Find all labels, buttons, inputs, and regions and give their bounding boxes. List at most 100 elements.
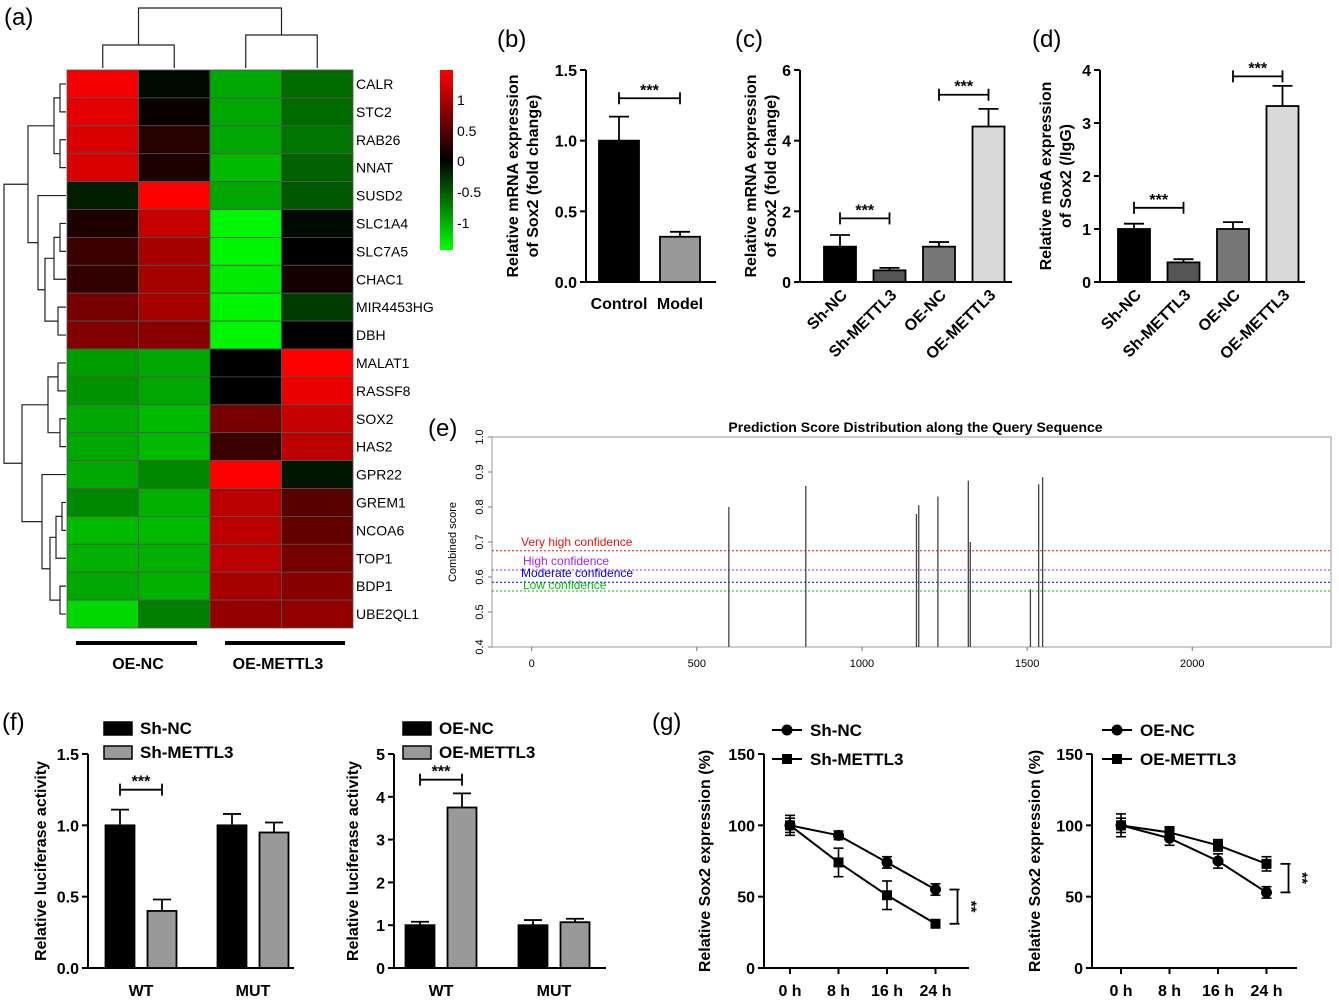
y-axis-label: Relative luciferase activity <box>33 761 50 961</box>
series-line <box>1120 824 1267 865</box>
x-tick-label: 1000 <box>850 658 874 670</box>
heatmap-cell <box>138 599 211 629</box>
significance-label: *** <box>432 764 451 781</box>
legend-marker-square <box>782 754 792 764</box>
panel-label-f: (f) <box>2 709 25 736</box>
bar <box>1117 228 1151 283</box>
y-tick-label: 5 <box>376 747 385 764</box>
x-tick-label: 8 h <box>827 983 850 1000</box>
heatmap-cell <box>209 543 282 573</box>
threshold-label: Very high confidence <box>521 535 633 549</box>
y-tick-label: 150 <box>728 747 755 764</box>
bar <box>258 831 290 969</box>
legend-swatch <box>103 745 133 760</box>
bar <box>517 924 549 969</box>
legend-marker-circle <box>1111 724 1123 736</box>
panel-label-d: (d) <box>1032 26 1061 53</box>
legend-marker-square <box>1112 754 1122 764</box>
y-tick-label: 100 <box>1056 818 1083 835</box>
y-tick-label: 1.0 <box>555 134 577 151</box>
y-axis-label: Combined score <box>447 502 459 582</box>
x-tick-label: Sh-NC <box>804 286 851 333</box>
heatmap-cell <box>281 376 354 406</box>
heatmap-cell <box>66 320 139 350</box>
data-point-square <box>833 857 844 868</box>
significance-label: ** <box>1294 872 1311 884</box>
y-tick-label: 3 <box>1082 116 1091 133</box>
heatmap-cell <box>281 264 354 294</box>
bar <box>104 824 136 969</box>
heatmap-cell <box>281 348 354 378</box>
x-tick-label: Sh-NC <box>1098 286 1145 333</box>
data-point-square <box>785 820 795 831</box>
heatmap-cell <box>138 209 211 238</box>
x-tick-label: 500 <box>688 658 706 670</box>
group-label: OE-METTL3 <box>233 656 324 673</box>
heatmap-cell <box>66 69 139 99</box>
heatmap-cell <box>281 516 354 545</box>
x-tick-label: 24 h <box>919 983 951 1000</box>
heatmap-cell <box>66 209 139 238</box>
heatmap-cell <box>138 348 211 378</box>
heatmap-cell <box>66 516 139 545</box>
heatmap-cell <box>209 348 282 378</box>
heatmap-cell <box>66 292 139 322</box>
x-tick-label: Model <box>657 296 703 313</box>
data-point-square <box>1261 858 1272 869</box>
bar <box>1265 105 1300 283</box>
series-line <box>789 824 936 891</box>
significance-label: *** <box>132 774 151 791</box>
heatmap-cell <box>281 236 354 266</box>
y-tick-label: 0 <box>746 961 755 978</box>
heatmap-cell <box>209 209 282 238</box>
y-axis-label: of Sox2 (fold change) <box>525 95 542 258</box>
x-tick-label: WT <box>429 983 454 1000</box>
heatmap-cell <box>209 488 282 517</box>
bar <box>559 921 591 969</box>
x-tick-label: MUT <box>236 983 271 1000</box>
y-tick-label: 0.5 <box>555 204 577 221</box>
heatmap-cell <box>138 320 211 350</box>
y-tick-label: 4 <box>376 790 385 807</box>
heatmap-row-label: CALR <box>356 76 393 92</box>
group-label: OE-NC <box>112 656 164 673</box>
y-axis-label: Relative luciferase activity <box>345 761 362 961</box>
heatmap-cell <box>209 571 282 601</box>
heatmap-row-label: DBH <box>356 327 386 343</box>
y-tick-label: 1.5 <box>555 63 577 80</box>
y-axis-label: of Sox2 (/IgG) <box>1058 124 1075 228</box>
heatmap-cell <box>209 432 282 462</box>
bar-chart-b: 0.0 0.5 1.0 1.5 Control Model *** Relative mRNA… <box>505 63 716 313</box>
legend-label: Sh-METTL3 <box>810 750 904 769</box>
y-tick-label: 0 <box>1082 275 1091 292</box>
luciferase-chart-sh: 0.0 0.5 1.0 1.5 WT MUT *** Sh-NC Sh-METTL3 Relati… <box>33 719 294 1000</box>
y-tick-label: 0.4 <box>474 639 486 654</box>
heatmap-cell <box>138 404 211 434</box>
bar <box>446 806 478 969</box>
y-tick-label: 0 <box>376 961 385 978</box>
heatmap-row-label: SLC7A5 <box>356 243 408 259</box>
y-tick-label: 0.5 <box>57 890 79 907</box>
heatmap-row-label: NNAT <box>356 160 394 176</box>
heatmap-row-label: STC2 <box>356 104 392 120</box>
heatmap-cell <box>281 209 354 238</box>
y-tick-label: 0.0 <box>57 961 79 978</box>
y-axis-label: of Sox2 (fold change) <box>763 95 780 258</box>
y-axis-label: Relative mRNA expression <box>743 74 760 277</box>
significance-label: *** <box>1248 60 1267 77</box>
bar <box>1166 261 1201 283</box>
data-point-circle <box>881 856 893 868</box>
heatmap-cell <box>66 460 139 489</box>
heatmap-cell <box>138 153 211 182</box>
x-tick-label: 16 h <box>1202 983 1234 1000</box>
time-course-chart-oe: 0 50 100 150 0 h 8 h 16 h 24 h OE-NC OE-METTL3 ** R… <box>1027 721 1311 1000</box>
threshold-label: Moderate confidence <box>521 566 633 580</box>
heatmap-cell <box>138 571 211 601</box>
color-legend-label: -0.5 <box>457 184 481 200</box>
data-point-circle <box>1261 886 1272 898</box>
heatmap-row-label: HAS2 <box>356 439 393 455</box>
heatmap-row-label: RASSF8 <box>356 383 411 399</box>
heatmap-cell <box>209 404 282 434</box>
x-tick-label: 16 h <box>871 983 903 1000</box>
